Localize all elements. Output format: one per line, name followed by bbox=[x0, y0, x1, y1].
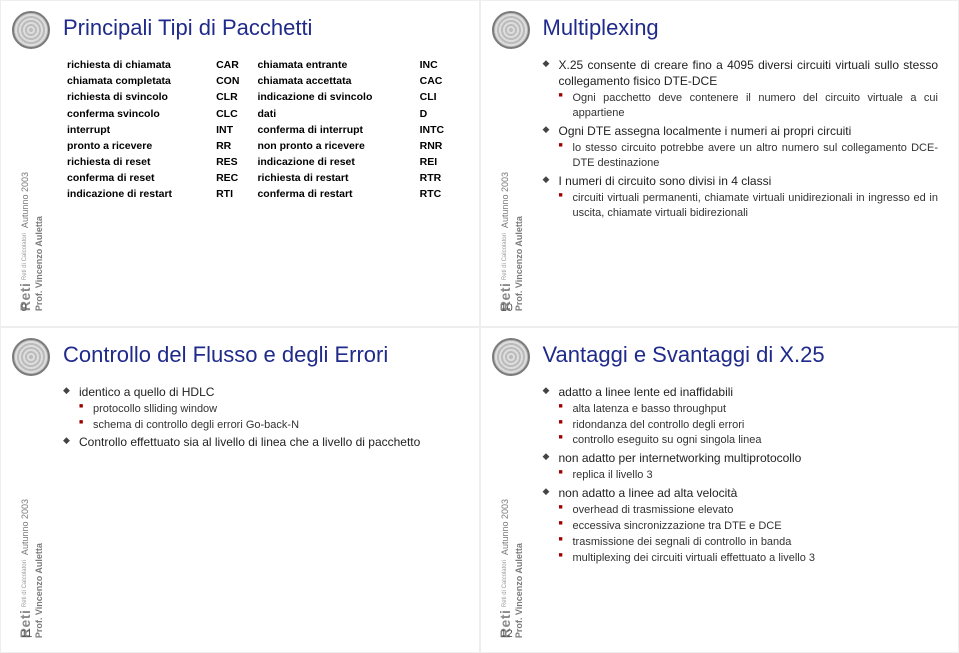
table-cell: richiesta di svincolo bbox=[63, 89, 212, 105]
table-row: richiesta di chiamataCARchiamata entrant… bbox=[63, 57, 459, 73]
slide-content: richiesta di chiamataCARchiamata entrant… bbox=[63, 57, 459, 203]
table-cell: chiamata completata bbox=[63, 73, 212, 89]
table-cell: CAC bbox=[416, 73, 459, 89]
slide-sidebar: Reti Reti di Calcolatori Autunno 2003 Pr… bbox=[7, 11, 55, 312]
list-item: X.25 consente di creare fino a 4095 dive… bbox=[543, 57, 939, 121]
packet-types-table: richiesta di chiamataCARchiamata entrant… bbox=[63, 57, 459, 203]
table-row: conferma di resetRECrichiesta di restart… bbox=[63, 170, 459, 186]
table-cell: RNR bbox=[416, 138, 459, 154]
slide-title: Principali Tipi di Pacchetti bbox=[63, 15, 459, 41]
table-cell: INTC bbox=[416, 122, 459, 138]
list-item: non adatto per internetworking multiprot… bbox=[543, 450, 939, 483]
slide-11: Reti Reti di Calcolatori Autunno 2003 Pr… bbox=[0, 327, 480, 653]
slide-title: Vantaggi e Svantaggi di X.25 bbox=[543, 342, 939, 368]
list-item: identico a quello di HDLC protocollo sll… bbox=[63, 384, 459, 433]
table-row: richiesta di svincoloCLRindicazione di s… bbox=[63, 89, 459, 105]
table-cell: interrupt bbox=[63, 122, 212, 138]
page-number: 12 bbox=[501, 628, 513, 640]
page-number: 11 bbox=[21, 628, 32, 640]
table-row: interruptINTconferma di interruptINTC bbox=[63, 122, 459, 138]
table-cell: indicazione di reset bbox=[253, 154, 415, 170]
table-cell: CLR bbox=[212, 89, 253, 105]
table-cell: CAR bbox=[212, 57, 253, 73]
brand-subtitle: Reti di Calcolatori bbox=[22, 234, 28, 281]
table-row: indicazione di restartRTIconferma di res… bbox=[63, 186, 459, 202]
university-crest-icon bbox=[492, 11, 530, 49]
table-cell: RES bbox=[212, 154, 253, 170]
table-cell: conferma di interrupt bbox=[253, 122, 415, 138]
list-subitem: controllo eseguito su ogni singola linea bbox=[559, 433, 939, 448]
table-cell: INC bbox=[416, 57, 459, 73]
university-crest-icon bbox=[12, 11, 50, 49]
list-subitem: overhead di trasmissione elevato bbox=[559, 503, 939, 518]
slide-sidebar: Reti Reti di Calcolatori Autunno 2003 Pr… bbox=[7, 338, 55, 639]
list-subitem: Ogni pacchetto deve contenere il numero … bbox=[559, 91, 939, 121]
table-cell: pronto a ricevere bbox=[63, 138, 212, 154]
slide-title: Controllo del Flusso e degli Errori bbox=[63, 342, 459, 368]
term-text: Autunno 2003 bbox=[20, 172, 30, 228]
slide-9: Reti Reti di Calcolatori Autunno 2003 Pr… bbox=[0, 0, 480, 327]
table-cell: dati bbox=[253, 106, 415, 122]
slide-title: Multiplexing bbox=[543, 15, 939, 41]
table-cell: CLI bbox=[416, 89, 459, 105]
table-cell: conferma di restart bbox=[253, 186, 415, 202]
list-subitem: alta latenza e basso throughput bbox=[559, 402, 939, 417]
table-row: chiamata completataCONchiamata accettata… bbox=[63, 73, 459, 89]
table-cell: indicazione di svincolo bbox=[253, 89, 415, 105]
slide-sidebar: Reti Reti di Calcolatori Autunno 2003 Pr… bbox=[487, 11, 535, 312]
table-cell: RTC bbox=[416, 186, 459, 202]
table-cell: REI bbox=[416, 154, 459, 170]
list-subitem: trasmissione dei segnali di controllo in… bbox=[559, 535, 939, 550]
university-crest-icon bbox=[492, 338, 530, 376]
list-item: Ogni DTE assegna localmente i numeri ai … bbox=[543, 123, 939, 171]
list-subitem: schema di controllo degli errori Go-back… bbox=[79, 418, 459, 433]
table-row: conferma svincoloCLCdatiD bbox=[63, 106, 459, 122]
table-row: richiesta di resetRESindicazione di rese… bbox=[63, 154, 459, 170]
table-cell: conferma di reset bbox=[63, 170, 212, 186]
slide-content: identico a quello di HDLC protocollo sll… bbox=[63, 384, 459, 451]
list-item: Controllo effettuato sia al livello di l… bbox=[63, 434, 459, 450]
table-cell: REC bbox=[212, 170, 253, 186]
slide-content: X.25 consente di creare fino a 4095 dive… bbox=[543, 57, 939, 221]
slide-10: Reti Reti di Calcolatori Autunno 2003 Pr… bbox=[480, 0, 959, 327]
table-cell: richiesta di chiamata bbox=[63, 57, 212, 73]
table-cell: chiamata entrante bbox=[253, 57, 415, 73]
list-subitem: lo stesso circuito potrebbe avere un alt… bbox=[559, 141, 939, 171]
slide-content: adatto a linee lente ed inaffidabili alt… bbox=[543, 384, 939, 566]
page-number: 10 bbox=[501, 302, 513, 314]
list-subitem: eccessiva sincronizzazione tra DTE e DCE bbox=[559, 519, 939, 534]
table-cell: richiesta di restart bbox=[253, 170, 415, 186]
table-cell: D bbox=[416, 106, 459, 122]
table-cell: indicazione di restart bbox=[63, 186, 212, 202]
university-crest-icon bbox=[12, 338, 50, 376]
list-item: I numeri di circuito sono divisi in 4 cl… bbox=[543, 173, 939, 221]
slide-12: Reti Reti di Calcolatori Autunno 2003 Pr… bbox=[480, 327, 959, 653]
prof-text: Prof. Vincenzo Auletta bbox=[34, 216, 44, 311]
table-cell: RTI bbox=[212, 186, 253, 202]
table-cell: CLC bbox=[212, 106, 253, 122]
table-cell: CON bbox=[212, 73, 253, 89]
table-cell: conferma svincolo bbox=[63, 106, 212, 122]
list-item: adatto a linee lente ed inaffidabili alt… bbox=[543, 384, 939, 449]
list-subitem: ridondanza del controllo degli errori bbox=[559, 418, 939, 433]
table-cell: richiesta di reset bbox=[63, 154, 212, 170]
table-row: pronto a ricevereRRnon pronto a ricevere… bbox=[63, 138, 459, 154]
list-subitem: multiplexing dei circuiti virtuali effet… bbox=[559, 551, 939, 566]
list-item: non adatto a linee ad alta velocità over… bbox=[543, 485, 939, 566]
table-cell: chiamata accettata bbox=[253, 73, 415, 89]
slide-sidebar: Reti Reti di Calcolatori Autunno 2003 Pr… bbox=[487, 338, 535, 639]
table-cell: RR bbox=[212, 138, 253, 154]
table-cell: INT bbox=[212, 122, 253, 138]
table-cell: non pronto a ricevere bbox=[253, 138, 415, 154]
list-subitem: circuiti virtuali permanenti, chiamate v… bbox=[559, 191, 939, 221]
list-subitem: protocollo slliding window bbox=[79, 402, 459, 417]
list-subitem: replica il livello 3 bbox=[559, 468, 939, 483]
table-cell: RTR bbox=[416, 170, 459, 186]
page-number: 9 bbox=[21, 302, 27, 314]
